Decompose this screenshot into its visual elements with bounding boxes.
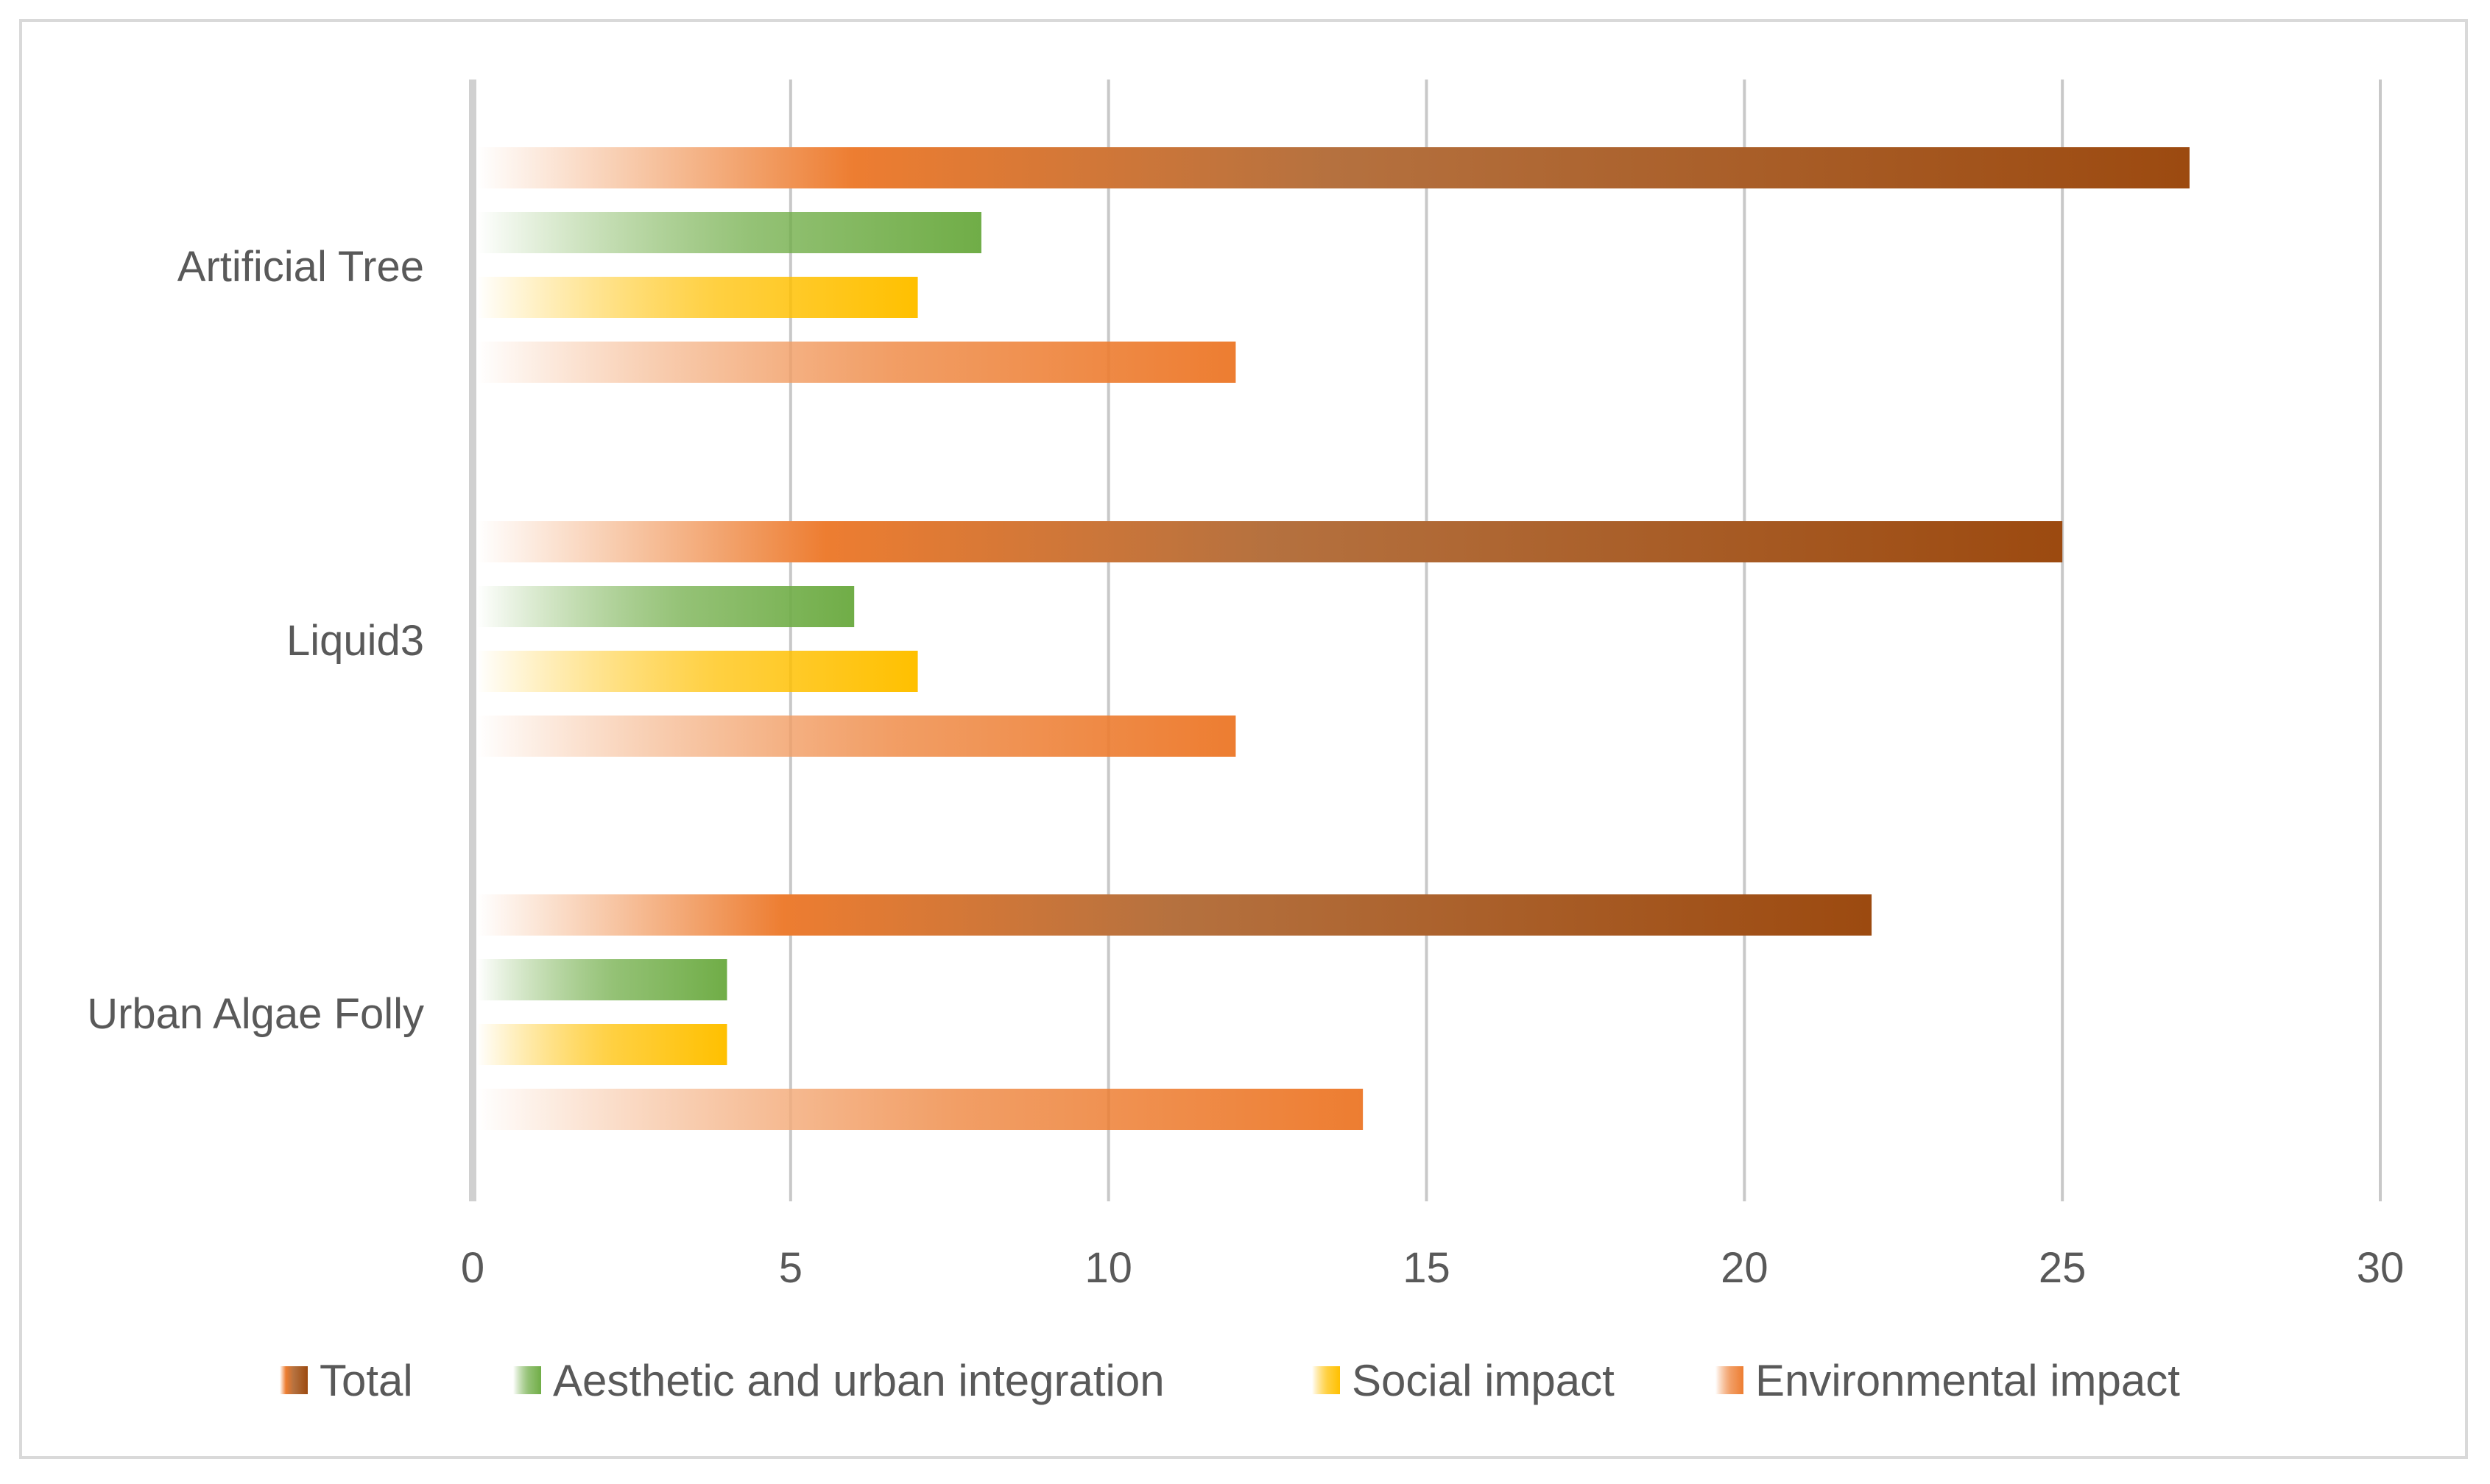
bar-environmental-impact-artificial-tree: [477, 342, 1236, 383]
legend-item-aesthetic-and-urban-integration: Aesthetic and urban integration: [513, 1356, 1165, 1405]
category-labels: Artificial Tree Liquid3 Urban Algae Folly: [87, 243, 424, 1038]
x-tick-label: 10: [1084, 1244, 1132, 1292]
gridlines: [469, 80, 2382, 1201]
legend: Total Aesthetic and urban integration Soci…: [280, 1356, 2180, 1405]
legend-swatch: [513, 1366, 541, 1394]
bar-total-liquid3: [477, 521, 2063, 562]
bars: [477, 147, 2190, 1130]
category-label: Liquid3: [286, 617, 424, 665]
legend-label: Total: [320, 1356, 413, 1405]
x-tick-label: 5: [779, 1244, 803, 1292]
x-axis-tick-labels: 0 5 10 15 20 25 30: [461, 1244, 2404, 1292]
bar-social-impact-artificial-tree: [477, 277, 918, 318]
bar-social-impact-liquid3: [477, 651, 918, 692]
legend-item-environmental-impact: Environmental impact: [1715, 1356, 2180, 1405]
bar-aesthetic-and-urban-integration-urban-algae-folly: [477, 959, 727, 1000]
x-tick-label: 30: [2357, 1244, 2405, 1292]
category-label: Urban Algae Folly: [87, 990, 424, 1038]
legend-item-total: Total: [280, 1356, 413, 1405]
chart-frame: [19, 19, 2468, 1459]
legend-item-social-impact: Social impact: [1312, 1356, 1615, 1405]
legend-swatch: [280, 1366, 308, 1394]
bar-social-impact-urban-algae-folly: [477, 1024, 727, 1065]
legend-swatch: [1715, 1366, 1743, 1394]
x-tick-label: 20: [1721, 1244, 1768, 1292]
bar-environmental-impact-urban-algae-folly: [477, 1089, 1364, 1130]
legend-label: Social impact: [1352, 1356, 1615, 1405]
x-tick-label: 0: [461, 1244, 484, 1292]
bar-total-urban-algae-folly: [477, 894, 1872, 936]
x-tick-label: 15: [1403, 1244, 1450, 1292]
bar-aesthetic-and-urban-integration-liquid3: [477, 586, 855, 627]
legend-swatch: [1312, 1366, 1340, 1394]
category-label: Artificial Tree: [177, 243, 424, 291]
bar-aesthetic-and-urban-integration-artificial-tree: [477, 212, 981, 253]
bar-environmental-impact-liquid3: [477, 716, 1236, 757]
bar-total-artificial-tree: [477, 147, 2190, 188]
legend-label: Environmental impact: [1755, 1356, 2180, 1405]
legend-label: Aesthetic and urban integration: [553, 1356, 1165, 1405]
x-tick-label: 25: [2039, 1244, 2087, 1292]
